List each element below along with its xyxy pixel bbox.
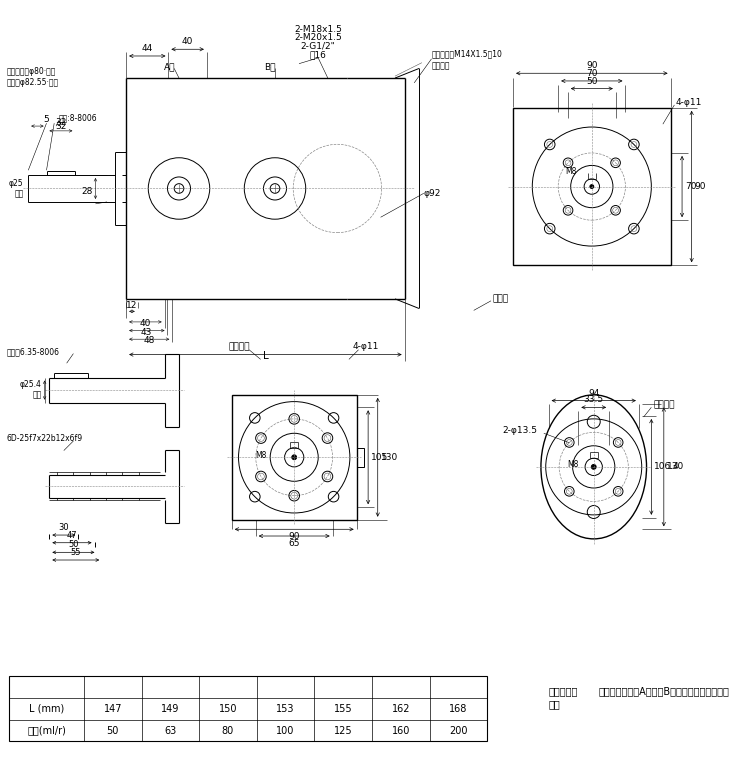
Circle shape [292,455,296,459]
Text: 可选：φ82.55·洼锁: 可选：φ82.55·洼锁 [6,78,58,87]
Text: 65: 65 [289,539,300,548]
Text: 2-φ13.5: 2-φ13.5 [502,426,538,435]
Text: （可选）: （可选） [431,61,450,70]
Text: 63: 63 [164,725,176,735]
Text: 43: 43 [141,328,152,336]
Text: 150: 150 [219,704,238,713]
Text: 105: 105 [371,453,388,462]
Text: φ92: φ92 [424,189,441,198]
Text: 12: 12 [126,301,138,310]
Text: 47: 47 [66,531,77,540]
Text: 30: 30 [59,523,69,532]
Text: 平键：6.35-8006: 平键：6.35-8006 [6,347,60,356]
Text: 33.5: 33.5 [584,395,604,405]
Text: 系16: 系16 [310,50,326,60]
Text: 2-M20x1.5: 2-M20x1.5 [294,33,342,42]
Circle shape [591,464,596,470]
Text: 50: 50 [586,77,598,85]
Bar [231,395,357,520]
Text: 菱形法兰: 菱形法兰 [653,400,675,409]
Text: 70: 70 [586,69,598,78]
Text: 32: 32 [55,118,66,127]
Text: 155: 155 [334,704,352,713]
Text: M8: M8 [255,451,266,460]
Text: 90: 90 [694,182,706,191]
Text: 90: 90 [586,61,598,71]
Text: 外泄油口：M14X1.5系10: 外泄油口：M14X1.5系10 [431,49,502,59]
Text: φ25
洼锁: φ25 洼锁 [9,179,23,198]
Text: 转。: 转。 [549,699,560,710]
Text: 50: 50 [106,725,119,735]
Text: 长方法兰: 长方法兰 [228,343,250,351]
Text: 130: 130 [667,463,684,471]
Bar [9,676,487,742]
Text: 100: 100 [277,725,295,735]
Text: 125: 125 [334,725,352,735]
Text: A口: A口 [164,62,175,71]
Text: 32: 32 [55,122,66,131]
Circle shape [270,183,280,194]
Text: 定位止口：φ80·洼锁: 定位止口：φ80·洼锁 [6,67,56,76]
Text: 排量(ml/r): 排量(ml/r) [27,725,66,735]
Circle shape [174,183,184,194]
Text: 106.4: 106.4 [654,463,680,471]
Text: 2-G1/2": 2-G1/2" [301,42,336,51]
Text: 48: 48 [143,336,155,345]
Text: 4-φ11: 4-φ11 [353,343,379,351]
Text: 160: 160 [391,725,410,735]
Text: 40: 40 [182,38,193,46]
Text: φ25.4
洼锁: φ25.4 洼锁 [20,380,41,400]
Text: 130: 130 [381,453,398,462]
Text: 44: 44 [142,44,153,53]
Bar [513,108,670,265]
Text: 5: 5 [44,114,49,124]
Text: 2-M18x1.5: 2-M18x1.5 [294,25,342,34]
Circle shape [590,184,593,188]
Text: 200: 200 [449,725,467,735]
Text: 162: 162 [391,704,410,713]
Text: 149: 149 [161,704,179,713]
Text: 90: 90 [289,532,300,541]
Text: 168: 168 [449,704,467,713]
Text: 153: 153 [276,704,295,713]
Text: 4-φ11: 4-φ11 [676,97,702,107]
Text: 147: 147 [103,704,122,713]
Text: 平键:8-8006: 平键:8-8006 [59,113,97,122]
Text: 6D-25f7x22b12x6f9: 6D-25f7x22b12x6f9 [6,434,82,443]
Text: 标准旋向：: 标准旋向： [549,686,578,695]
Text: M8: M8 [567,460,578,470]
Text: 94: 94 [588,389,599,397]
Text: L: L [262,350,268,361]
Text: 28: 28 [81,187,93,196]
Text: 面对输出轴，当A口进油B口回油，马达顺时针旋: 面对输出轴，当A口进油B口回油，马达顺时针旋 [599,686,729,695]
Text: 70: 70 [685,182,697,191]
Text: L (mm): L (mm) [29,704,64,713]
Text: 50: 50 [68,540,78,550]
Text: 方法兰: 方法兰 [492,294,509,303]
Text: 40: 40 [139,319,151,328]
Bar [357,448,364,467]
Text: B口: B口 [265,62,276,71]
Text: 80: 80 [222,725,234,735]
Text: 55: 55 [70,548,81,557]
Text: M8: M8 [565,167,576,176]
